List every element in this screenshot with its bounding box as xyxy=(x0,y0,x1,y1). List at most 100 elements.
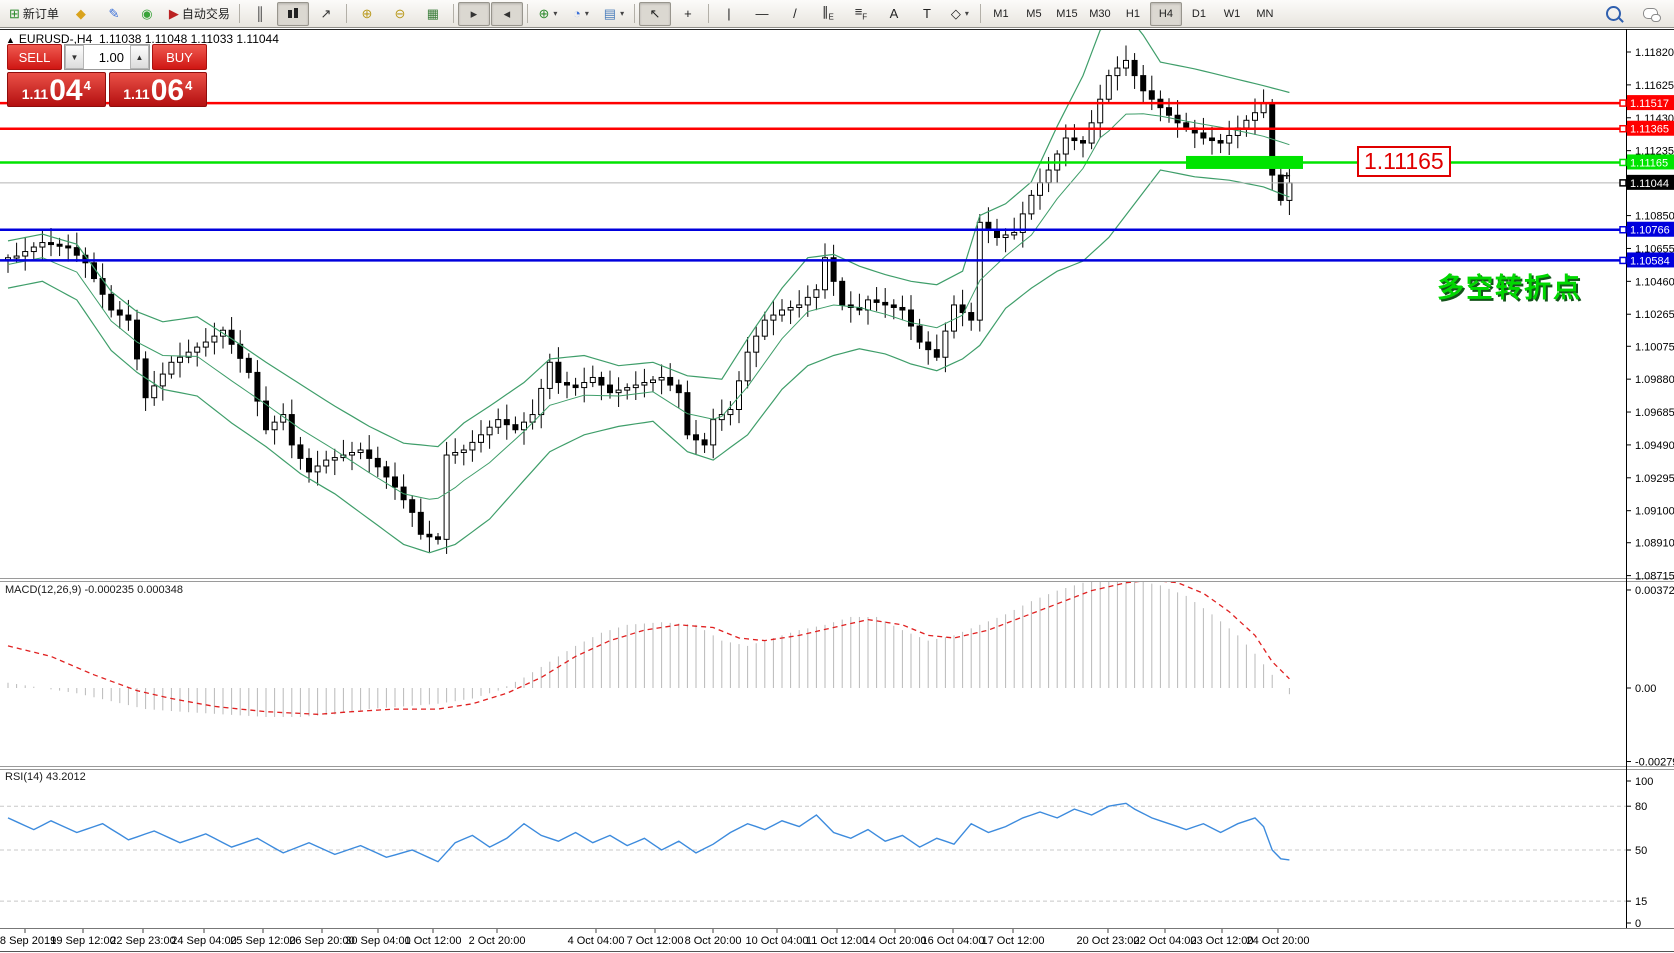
zoom-in-icon[interactable]: ⊕ xyxy=(351,2,383,26)
svg-text:1.09295: 1.09295 xyxy=(1635,473,1674,485)
timeframe-mn[interactable]: MN xyxy=(1249,2,1281,26)
crosshair-tool-glyph: + xyxy=(684,6,692,21)
autotrading-button[interactable]: ▶ 自动交易 xyxy=(164,2,235,26)
svg-text:1.11517: 1.11517 xyxy=(1630,98,1669,110)
new-order-button[interactable]: ⊞ 新订单 xyxy=(4,2,64,26)
vline-tool[interactable]: | xyxy=(713,2,745,26)
chat-icon-glyph xyxy=(1642,8,1661,22)
volume-stepper: ▼ 1.00 ▲ xyxy=(64,44,150,70)
chat-icon[interactable] xyxy=(1634,2,1666,26)
hline-tool[interactable]: — xyxy=(746,2,778,26)
toolbar-separator xyxy=(238,4,240,23)
timeframe-mn-label: MN xyxy=(1256,7,1274,20)
label-tool[interactable]: T xyxy=(911,2,943,26)
hline-tool-glyph: — xyxy=(755,6,769,21)
trendline-tool[interactable]: / xyxy=(779,2,811,26)
search-icon[interactable] xyxy=(1597,2,1629,26)
sell-button[interactable]: SELL xyxy=(7,44,62,70)
timeframe-m30[interactable]: M30 xyxy=(1084,2,1116,26)
svg-text:16 Oct 04:00: 16 Oct 04:00 xyxy=(922,935,985,947)
svg-text:1.10584: 1.10584 xyxy=(1630,255,1670,267)
svg-text:24 Sep 04:00: 24 Sep 04:00 xyxy=(171,935,236,947)
svg-text:25 Sep 12:00: 25 Sep 12:00 xyxy=(230,935,295,947)
candlestick-chart-icon[interactable] xyxy=(276,1,309,26)
svg-text:8 Oct 20:00: 8 Oct 20:00 xyxy=(685,935,742,947)
svg-text:1.10850: 1.10850 xyxy=(1635,211,1674,223)
buy-button[interactable]: BUY xyxy=(152,44,207,70)
volume-increase-button[interactable]: ▲ xyxy=(130,45,149,69)
timeframe-h1[interactable]: H1 xyxy=(1117,2,1149,26)
buy-price-button[interactable]: 1.11 06 4 xyxy=(108,72,207,107)
bar-chart-icon[interactable]: ║ xyxy=(244,2,276,26)
tile-windows-icon[interactable]: ▦ xyxy=(417,2,449,26)
timeframe-d1[interactable]: D1 xyxy=(1183,2,1215,26)
auto-scroll-icon[interactable]: ▸ xyxy=(457,1,490,26)
timeframe-m1[interactable]: M1 xyxy=(985,2,1017,26)
timeframe-h4-label: H4 xyxy=(1158,7,1173,20)
text-tool[interactable]: A xyxy=(878,2,910,26)
sell-price-button[interactable]: 1.11 04 4 xyxy=(7,72,106,107)
price-annotation-box[interactable]: 1.11165 xyxy=(1357,146,1451,177)
turning-point-annotation[interactable]: 多空转折点 xyxy=(1437,273,1582,303)
templates-dropdown[interactable]: ▤ ▾ xyxy=(598,2,630,26)
buy-price-main: 06 xyxy=(150,74,185,107)
timeframe-m5[interactable]: M5 xyxy=(1018,2,1050,26)
candlestick-glyph xyxy=(287,7,299,21)
svg-text:23 Oct 12:00: 23 Oct 12:00 xyxy=(1191,935,1254,947)
auto-scroll-icon-glyph: ▸ xyxy=(470,6,478,21)
crosshair-tool[interactable]: + xyxy=(672,2,704,26)
chart-shift-icon[interactable]: ◂ xyxy=(490,1,523,26)
svg-text:26 Sep 20:00: 26 Sep 20:00 xyxy=(289,935,354,947)
svg-text:1.08910: 1.08910 xyxy=(1635,538,1674,550)
svg-text:22 Oct 04:00: 22 Oct 04:00 xyxy=(1134,935,1197,947)
periods-dropdown-glyph: ◔ xyxy=(573,6,581,21)
svg-text:4 Oct 04:00: 4 Oct 04:00 xyxy=(568,935,625,947)
svg-text:1.10766: 1.10766 xyxy=(1630,225,1670,237)
svg-text:2 Oct 20:00: 2 Oct 20:00 xyxy=(469,935,526,947)
fibonacci-tool[interactable]: ≡F xyxy=(845,2,877,26)
line-chart-icon[interactable]: ↗ xyxy=(310,2,342,26)
periods-dropdown[interactable]: ◔ ▾ xyxy=(565,2,597,26)
zoom-in-icon-glyph: ⊕ xyxy=(361,6,373,21)
svg-text:1.11165: 1.11165 xyxy=(1630,157,1668,169)
label-tool-glyph: T xyxy=(922,6,931,21)
svg-text:50: 50 xyxy=(1635,845,1647,857)
volume-decrease-button[interactable]: ▼ xyxy=(65,45,84,69)
svg-text:1.11820: 1.11820 xyxy=(1635,47,1674,59)
channel-tool[interactable]: ∥E xyxy=(812,2,844,26)
svg-text:15: 15 xyxy=(1635,896,1647,908)
metaeditor-icon[interactable]: ✎ xyxy=(98,2,130,26)
signal-icon[interactable]: ◉ xyxy=(131,2,163,26)
svg-text:1.09685: 1.09685 xyxy=(1635,407,1674,419)
metaeditor-icon-glyph: ✎ xyxy=(108,6,120,21)
caret-down-icon: ▾ xyxy=(964,9,969,18)
zoom-out-icon[interactable]: ⊖ xyxy=(384,2,416,26)
sell-price-prefix: 1.11 xyxy=(21,86,49,102)
templates-dropdown-glyph: ▤ xyxy=(603,6,617,21)
svg-text:7 Oct 12:00: 7 Oct 12:00 xyxy=(627,935,684,947)
timeframe-w1[interactable]: W1 xyxy=(1216,2,1248,26)
sound-icon[interactable]: ◆ xyxy=(65,2,97,26)
toolbar-separator xyxy=(452,4,454,23)
toolbar-separator xyxy=(707,4,709,23)
symbol-period-label: EURUSD-,H4 xyxy=(18,32,93,46)
svg-text:1.11365: 1.11365 xyxy=(1630,124,1669,136)
timeframe-m30-label: M30 xyxy=(1089,7,1111,20)
sell-price-main: 04 xyxy=(49,74,83,107)
cursor-tool[interactable]: ↖ xyxy=(638,1,671,26)
shapes-dropdown-glyph: ◇ xyxy=(950,6,961,21)
vline-tool-glyph: | xyxy=(727,6,731,21)
timeframe-h4[interactable]: H4 xyxy=(1149,1,1182,26)
collapse-panel-icon[interactable]: ▲ xyxy=(6,35,15,45)
timeframe-m15[interactable]: M15 xyxy=(1051,2,1083,26)
svg-text:1.10075: 1.10075 xyxy=(1635,341,1674,353)
caret-down-icon: ▾ xyxy=(584,9,589,18)
svg-text:20 Oct 23:00: 20 Oct 23:00 xyxy=(1077,935,1140,947)
indicators-dropdown[interactable]: ⊕ ▾ xyxy=(532,2,564,26)
indicators-dropdown-glyph: ⊕ xyxy=(538,6,550,21)
signal-icon-glyph: ◉ xyxy=(141,6,153,21)
caret-down-icon: ▾ xyxy=(553,9,558,18)
shapes-dropdown[interactable]: ◇ ▾ xyxy=(944,2,976,26)
volume-value[interactable]: 1.00 xyxy=(98,49,124,65)
